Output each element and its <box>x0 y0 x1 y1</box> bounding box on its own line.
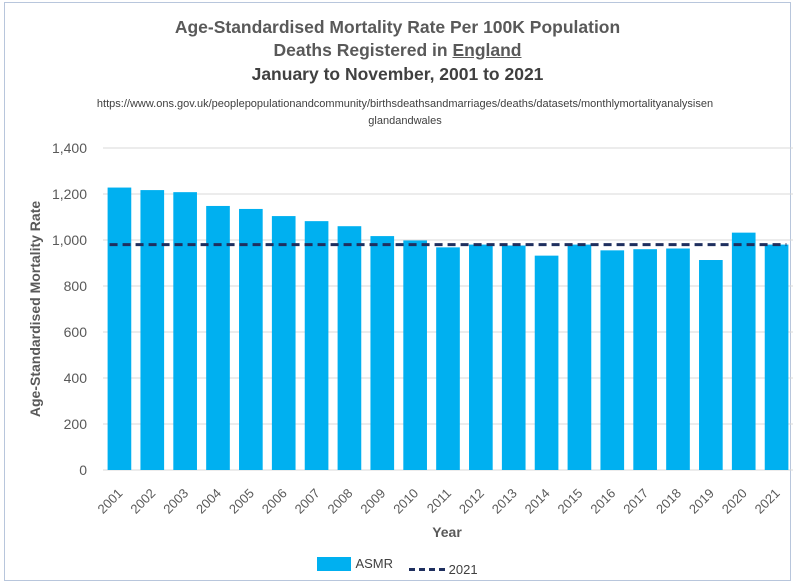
bar <box>436 247 460 470</box>
x-tick-label: 2021 <box>752 486 783 517</box>
y-tick-label: 1,400 <box>52 140 87 156</box>
y-tick-label: 0 <box>79 462 87 478</box>
x-tick-label: 2014 <box>522 486 553 517</box>
bar <box>633 249 657 470</box>
y-tick-label: 400 <box>64 370 88 386</box>
x-tick-label: 2002 <box>127 486 158 517</box>
x-tick-label: 2012 <box>456 486 487 517</box>
bar <box>731 232 756 470</box>
legend-label-asmr: ASMR <box>355 556 393 571</box>
bar <box>271 216 296 470</box>
bar <box>304 221 329 470</box>
chart-source-url: https://www.ons.gov.uk/peoplepopulationa… <box>96 98 714 127</box>
legend-label-2021: 2021 <box>448 561 478 577</box>
x-tick-label: 2013 <box>489 486 520 517</box>
x-axis-title: Year <box>432 524 462 540</box>
y-tick-label: 200 <box>64 416 88 432</box>
x-tick-label: 2004 <box>193 486 224 517</box>
x-tick-label: 2007 <box>292 486 323 517</box>
x-tick-label: 2001 <box>94 486 125 517</box>
legend-item-2021: 2021 <box>408 561 478 577</box>
chart-titles: Age-Standardised Mortality Rate Per 100K… <box>0 16 795 86</box>
chart-frame <box>4 2 791 581</box>
x-tick-label: 2019 <box>686 486 717 517</box>
x-tick-label: 2020 <box>719 486 750 517</box>
x-tick-label: 2011 <box>424 486 454 516</box>
bar <box>699 260 723 470</box>
x-tick-label: 2018 <box>653 486 684 517</box>
x-tick-label: 2010 <box>390 486 421 517</box>
x-tick-label: 2016 <box>587 486 618 517</box>
chart-title-line3: January to November, 2001 to 2021 <box>251 64 544 84</box>
bar <box>567 244 592 470</box>
bar <box>501 245 526 470</box>
x-tick-label: 2005 <box>226 486 257 517</box>
y-tick-label: 600 <box>64 324 88 340</box>
bar <box>469 244 493 470</box>
bar <box>140 190 165 470</box>
bar <box>173 192 197 470</box>
legend-dash-2021 <box>408 567 445 571</box>
bar <box>764 244 789 470</box>
bar <box>534 255 559 470</box>
x-tick-label: 2008 <box>324 486 355 517</box>
y-tick-label: 800 <box>64 278 88 294</box>
bar <box>206 205 230 470</box>
bar <box>239 208 263 470</box>
bar <box>403 240 427 470</box>
bar <box>370 236 395 470</box>
bar <box>600 250 625 470</box>
bar <box>107 187 132 470</box>
y-tick-label: 1,200 <box>52 186 87 202</box>
bar <box>666 248 690 470</box>
chart-legend: ASMR 2021 <box>0 556 795 577</box>
legend-swatch-asmr <box>317 556 352 571</box>
y-axis-title: Age-Standardised Mortality Rate <box>27 201 43 417</box>
bar <box>337 226 362 470</box>
x-tick-label: 2003 <box>160 486 191 517</box>
y-tick-label: 1,000 <box>52 232 87 248</box>
chart-title-line2: Deaths Registered in England <box>0 39 795 62</box>
x-tick-label: 2015 <box>554 486 585 517</box>
legend-item-asmr: ASMR <box>317 556 393 571</box>
chart-title-line2-prefix: Deaths Registered in <box>273 40 453 60</box>
x-tick-label: 2006 <box>259 486 290 517</box>
x-tick-label: 2009 <box>357 486 388 517</box>
chart-title-line2-country: England <box>452 40 522 60</box>
chart-title-line1: Age-Standardised Mortality Rate Per 100K… <box>174 17 621 37</box>
x-tick-label: 2017 <box>620 486 651 517</box>
